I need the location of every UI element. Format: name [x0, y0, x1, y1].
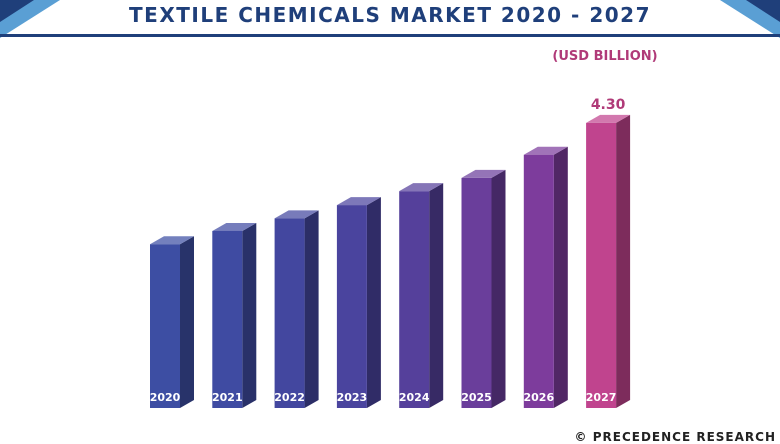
bar-front-face	[212, 230, 243, 408]
bar-2022: 2022	[274, 210, 319, 408]
x-tick-label: 2026	[523, 391, 554, 404]
x-tick-label: 2022	[274, 391, 305, 404]
bar-side-face	[304, 210, 319, 408]
bar-2026: 2026	[523, 146, 568, 408]
bar-front-face	[274, 218, 305, 408]
x-tick-label: 2023	[337, 391, 368, 404]
unit-label: (USD BILLION)	[552, 49, 658, 64]
bar-side-face	[180, 236, 194, 408]
bar-front-face	[336, 205, 367, 408]
bar-top-face	[523, 146, 568, 155]
bar-top-face	[461, 169, 506, 178]
bar-front-face	[150, 244, 180, 408]
footer-credit: © PRECEDENCE RESEARCH	[574, 430, 776, 444]
bar-2023: 2023	[337, 197, 381, 408]
data-label: 4.30	[591, 97, 626, 113]
bar-side-face	[616, 114, 631, 409]
bar-top-face	[150, 236, 194, 245]
bar-front-face	[523, 154, 554, 408]
bar-front-face	[399, 191, 430, 408]
bar-side-face	[242, 222, 257, 408]
bar-top-face	[586, 114, 631, 123]
bar-top-face	[274, 210, 319, 219]
bar-2021: 2021	[212, 222, 257, 408]
x-tick-label: 2020	[150, 391, 181, 404]
bar-front-face	[461, 177, 492, 408]
bar-2025: 2025	[461, 169, 506, 408]
x-tick-label: 2025	[461, 391, 492, 404]
x-tick-label: 2021	[212, 391, 243, 404]
chart-title: TEXTILE CHEMICALS MARKET 2020 - 2027	[129, 3, 651, 27]
bar-side-face	[429, 183, 444, 408]
bar-2020: 2020	[150, 236, 194, 408]
bar-top-face	[336, 197, 381, 206]
bar-front-face	[586, 122, 617, 409]
x-tick-label: 2027	[586, 391, 617, 404]
bar-side-face	[366, 197, 381, 408]
x-tick-label: 2024	[399, 391, 430, 404]
corner-decoration-left	[0, 0, 60, 38]
bar-top-face	[212, 222, 257, 231]
bar-top-face	[399, 183, 444, 192]
bar-side-face	[491, 169, 506, 408]
bar-2024: 2024	[399, 183, 444, 408]
title-divider	[0, 34, 780, 37]
bar-2027: 2027 4.30	[586, 97, 631, 409]
bar-side-face	[553, 146, 568, 408]
corner-decoration-right	[720, 0, 780, 38]
